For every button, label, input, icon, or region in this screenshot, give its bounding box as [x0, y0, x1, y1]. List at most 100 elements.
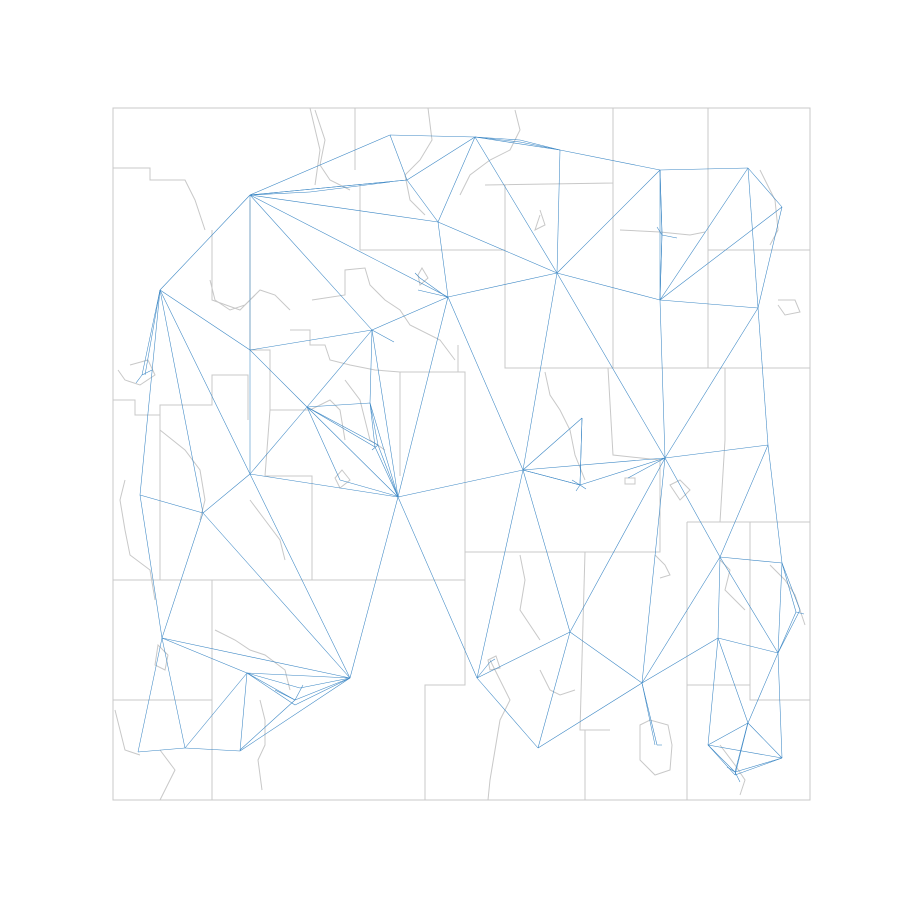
county-boundary	[487, 655, 501, 671]
triangulation-edge	[747, 722, 783, 759]
triangulation-edge	[476, 661, 491, 679]
triangulation-edge	[734, 722, 749, 776]
triangulation-edge	[249, 179, 408, 196]
triangulation-edge	[141, 289, 161, 376]
triangulation-edge	[719, 556, 779, 654]
county-boundary	[114, 709, 141, 756]
triangulation-edge	[437, 136, 476, 223]
triangulation-edge	[246, 672, 296, 701]
triangulation-edge	[556, 272, 661, 301]
triangulation-edge	[747, 652, 779, 724]
triangulation-edge	[659, 167, 749, 301]
triangulation-edge	[519, 141, 561, 151]
triangulation-edge	[294, 677, 351, 706]
triangulation-edge	[559, 149, 661, 171]
county-boundary	[211, 230, 256, 311]
triangulation-edge	[239, 672, 248, 752]
triangulation-edge	[575, 484, 581, 492]
county-boundary	[159, 429, 206, 521]
triangulation-edge	[522, 469, 571, 633]
triangulation-edge	[641, 682, 658, 746]
county-boundary	[311, 267, 456, 361]
triangulation-edge	[556, 149, 561, 274]
triangulation-edge	[249, 194, 439, 223]
triangulation-edge	[397, 296, 449, 498]
triangulation-edge	[556, 272, 666, 459]
triangulation-edge	[139, 494, 163, 639]
county-boundary	[344, 379, 386, 451]
county-boundary	[399, 345, 459, 476]
triangulation-edge	[719, 444, 769, 558]
county-boundary	[777, 299, 801, 316]
triangulation-edge	[249, 194, 373, 331]
triangulation-edge	[556, 169, 661, 274]
triangulation-edge	[734, 771, 741, 783]
triangulation-edge	[239, 677, 351, 752]
county-boundary	[257, 699, 266, 791]
triangulation-edge	[294, 677, 351, 701]
triangulation-edge	[137, 747, 186, 753]
triangulation-edge	[369, 402, 399, 498]
county-boundary	[119, 479, 156, 601]
triangulation-edge	[239, 699, 296, 751]
triangulation-edge	[476, 631, 571, 679]
triangulation-edge	[161, 512, 204, 639]
triangulation-edge	[659, 169, 663, 236]
triangulation-edge	[369, 329, 373, 404]
triangulation-edge	[474, 136, 558, 274]
triangulation-edge	[306, 406, 379, 446]
triangulation-edge	[349, 496, 399, 679]
triangulation-edge	[299, 677, 351, 689]
county-boundary	[334, 469, 351, 489]
triangulation-edge	[522, 272, 558, 471]
triangulation-edge	[579, 457, 666, 486]
triangulation-edge	[659, 206, 783, 301]
triangulation-edge	[641, 682, 656, 746]
triangulation-edge	[734, 757, 783, 776]
triangulation-edge	[161, 637, 186, 749]
triangulation-edge	[141, 369, 153, 376]
triangulation-edge	[569, 631, 643, 684]
county-boundary	[159, 749, 176, 801]
triangulation-edge	[717, 556, 721, 639]
triangulation-edge	[249, 406, 308, 475]
triangulation-edge	[139, 494, 204, 514]
triangulation-edge	[159, 289, 204, 514]
triangulation-edge	[641, 556, 721, 684]
triangulation-edge	[447, 272, 558, 298]
triangulation-edge	[659, 299, 666, 459]
county-boundary	[209, 279, 291, 311]
county-boundary	[639, 719, 673, 776]
triangulation-edge	[767, 444, 783, 564]
triangulation-edge	[641, 637, 719, 684]
triangulation-edge	[306, 406, 399, 498]
triangulation-edge	[397, 496, 478, 679]
county-boundary	[759, 169, 779, 246]
triangulation-edge	[641, 457, 666, 684]
county-boundary	[249, 499, 286, 561]
triangulation-edge	[719, 556, 783, 564]
triangulation-edge	[419, 277, 449, 299]
triangulation-edge	[707, 744, 783, 759]
county-boundary	[112, 107, 811, 801]
triangulation-edge	[417, 289, 449, 298]
triangulation-edge	[389, 134, 476, 138]
county-boundary	[619, 229, 706, 236]
triangulation-edge	[159, 194, 251, 291]
county-boundary	[249, 200, 313, 580]
county-boundary	[159, 405, 213, 800]
triangulation-edge	[406, 136, 476, 181]
triangulation-edge	[447, 296, 524, 471]
county-boundary	[270, 399, 346, 441]
triangulation-edge	[717, 637, 749, 724]
triangulation-edge	[397, 469, 524, 498]
triangulation-edge	[781, 562, 797, 613]
county-boundary	[484, 108, 614, 186]
county-boundary	[519, 554, 541, 641]
triangulation-edge	[522, 417, 583, 471]
triangulation-edge	[726, 766, 736, 773]
triangulation-edge	[246, 672, 351, 679]
triangulation-edge	[777, 609, 801, 654]
triangulation-edge	[795, 611, 805, 615]
